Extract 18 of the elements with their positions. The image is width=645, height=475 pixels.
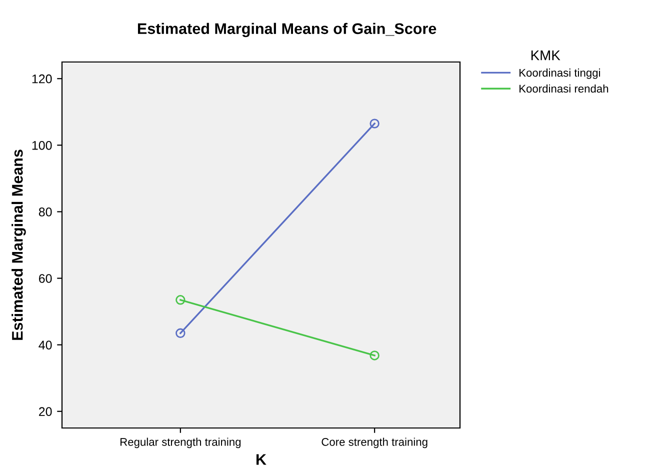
legend-label: Koordinasi rendah <box>520 84 608 93</box>
y-tick-label: 20 <box>39 407 52 416</box>
point <box>370 118 380 128</box>
y-axis-title: Estimated Marginal Means <box>12 150 26 340</box>
y-tick-label: 120 <box>32 74 52 84</box>
y-tick-label: 60 <box>39 274 52 283</box>
y-tick-label: 100 <box>32 140 52 150</box>
y-tick-label: 40 <box>38 340 52 350</box>
x-tick-label: Regular strength training <box>120 438 241 448</box>
x-tick-label: Core strength training <box>322 438 428 448</box>
point <box>176 295 186 305</box>
point <box>370 350 380 360</box>
x-axis-title: K <box>256 454 266 465</box>
legend-title: KMK <box>531 50 560 60</box>
legend-label: Koordinasi tinggi <box>520 68 600 79</box>
y-tick-label: 80 <box>38 208 52 216</box>
point <box>176 328 186 338</box>
chart-title: Estimated Marginal Means of Gain_Score <box>138 22 436 38</box>
